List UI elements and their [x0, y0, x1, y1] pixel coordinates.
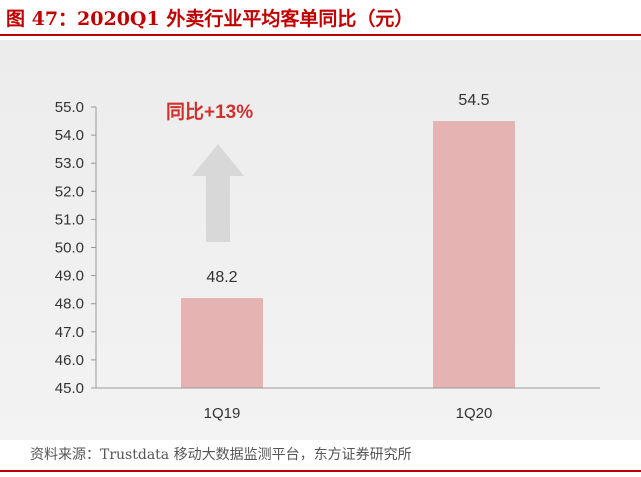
data-label-1q19: 48.2 [206, 269, 237, 286]
growth-annotation: 同比+13% [166, 101, 253, 123]
y-tick-label: 50.0 [55, 240, 84, 257]
title-divider [0, 34, 641, 36]
bar-chart: 45.0 46.0 47.0 48.0 49.0 50.0 51.0 52.0 53.0 54.0… [55, 92, 600, 422]
y-tick-label: 55.0 [55, 99, 84, 116]
y-tick-label: 54.0 [55, 127, 84, 144]
source-note: 资料来源：Trustdata 移动大数据监测平台，东方证券研究所 [30, 447, 412, 463]
y-tick-label: 53.0 [55, 155, 84, 172]
growth-arrow-group: 同比+13% [166, 101, 253, 242]
chart-panel: 45.0 46.0 47.0 48.0 49.0 50.0 51.0 52.0 53.0 54.0… [0, 40, 641, 440]
page-title: 图 47：2020Q1 外卖行业平均客单同比（元） [6, 8, 414, 30]
bar-1q19 [181, 298, 263, 388]
category-label-1q19: 1Q19 [204, 405, 241, 422]
category-label-1q20: 1Q20 [456, 405, 493, 422]
y-tick-label: 49.0 [55, 268, 84, 285]
y-tick-label: 46.0 [55, 352, 84, 369]
x-axis: 1Q19 1Q20 [96, 387, 600, 422]
y-tick-label: 51.0 [55, 211, 84, 228]
y-axis: 45.0 46.0 47.0 48.0 49.0 50.0 51.0 52.0 53.0 54.0… [55, 99, 97, 397]
bars-group: 48.2 54.5 [181, 92, 515, 389]
bar-1q20 [433, 121, 515, 389]
footer-divider [0, 470, 641, 472]
y-tick-label: 45.0 [55, 380, 84, 397]
y-tick-label: 52.0 [55, 183, 84, 200]
title-bar: 图 47：2020Q1 外卖行业平均客单同比（元） [0, 0, 641, 34]
y-tick-label: 48.0 [55, 296, 84, 313]
up-arrow-icon [192, 144, 244, 242]
data-label-1q20: 54.5 [458, 92, 489, 109]
y-tick-label: 47.0 [55, 324, 84, 341]
